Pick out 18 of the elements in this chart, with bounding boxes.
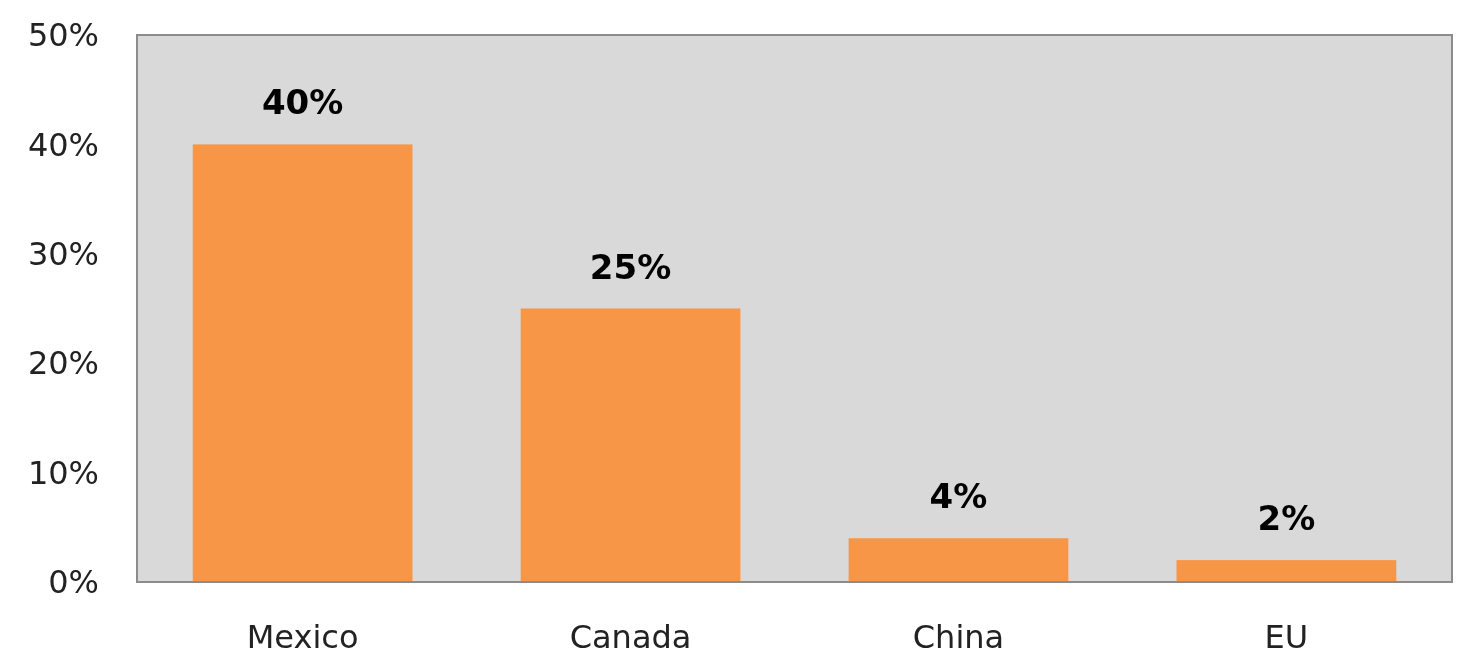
bar [848, 538, 1069, 582]
data-label: 2% [1257, 498, 1316, 539]
data-label: 4% [929, 476, 988, 517]
y-tick-label: 40% [27, 125, 99, 164]
x-tick-label: Canada [569, 618, 692, 657]
y-tick-label: 20% [27, 344, 99, 383]
y-tick-label: 0% [48, 563, 99, 602]
x-tick-label: China [912, 618, 1005, 657]
x-tick-label: EU [1264, 618, 1309, 657]
x-tick-label: Mexico [246, 618, 359, 657]
bar [520, 308, 741, 582]
y-tick-label: 10% [27, 453, 99, 492]
bar [192, 144, 413, 582]
y-tick-label: 50% [27, 16, 99, 55]
bar [1176, 560, 1397, 582]
data-label: 40% [261, 82, 344, 123]
y-tick-label: 30% [27, 235, 99, 273]
data-label: 25% [589, 246, 672, 287]
